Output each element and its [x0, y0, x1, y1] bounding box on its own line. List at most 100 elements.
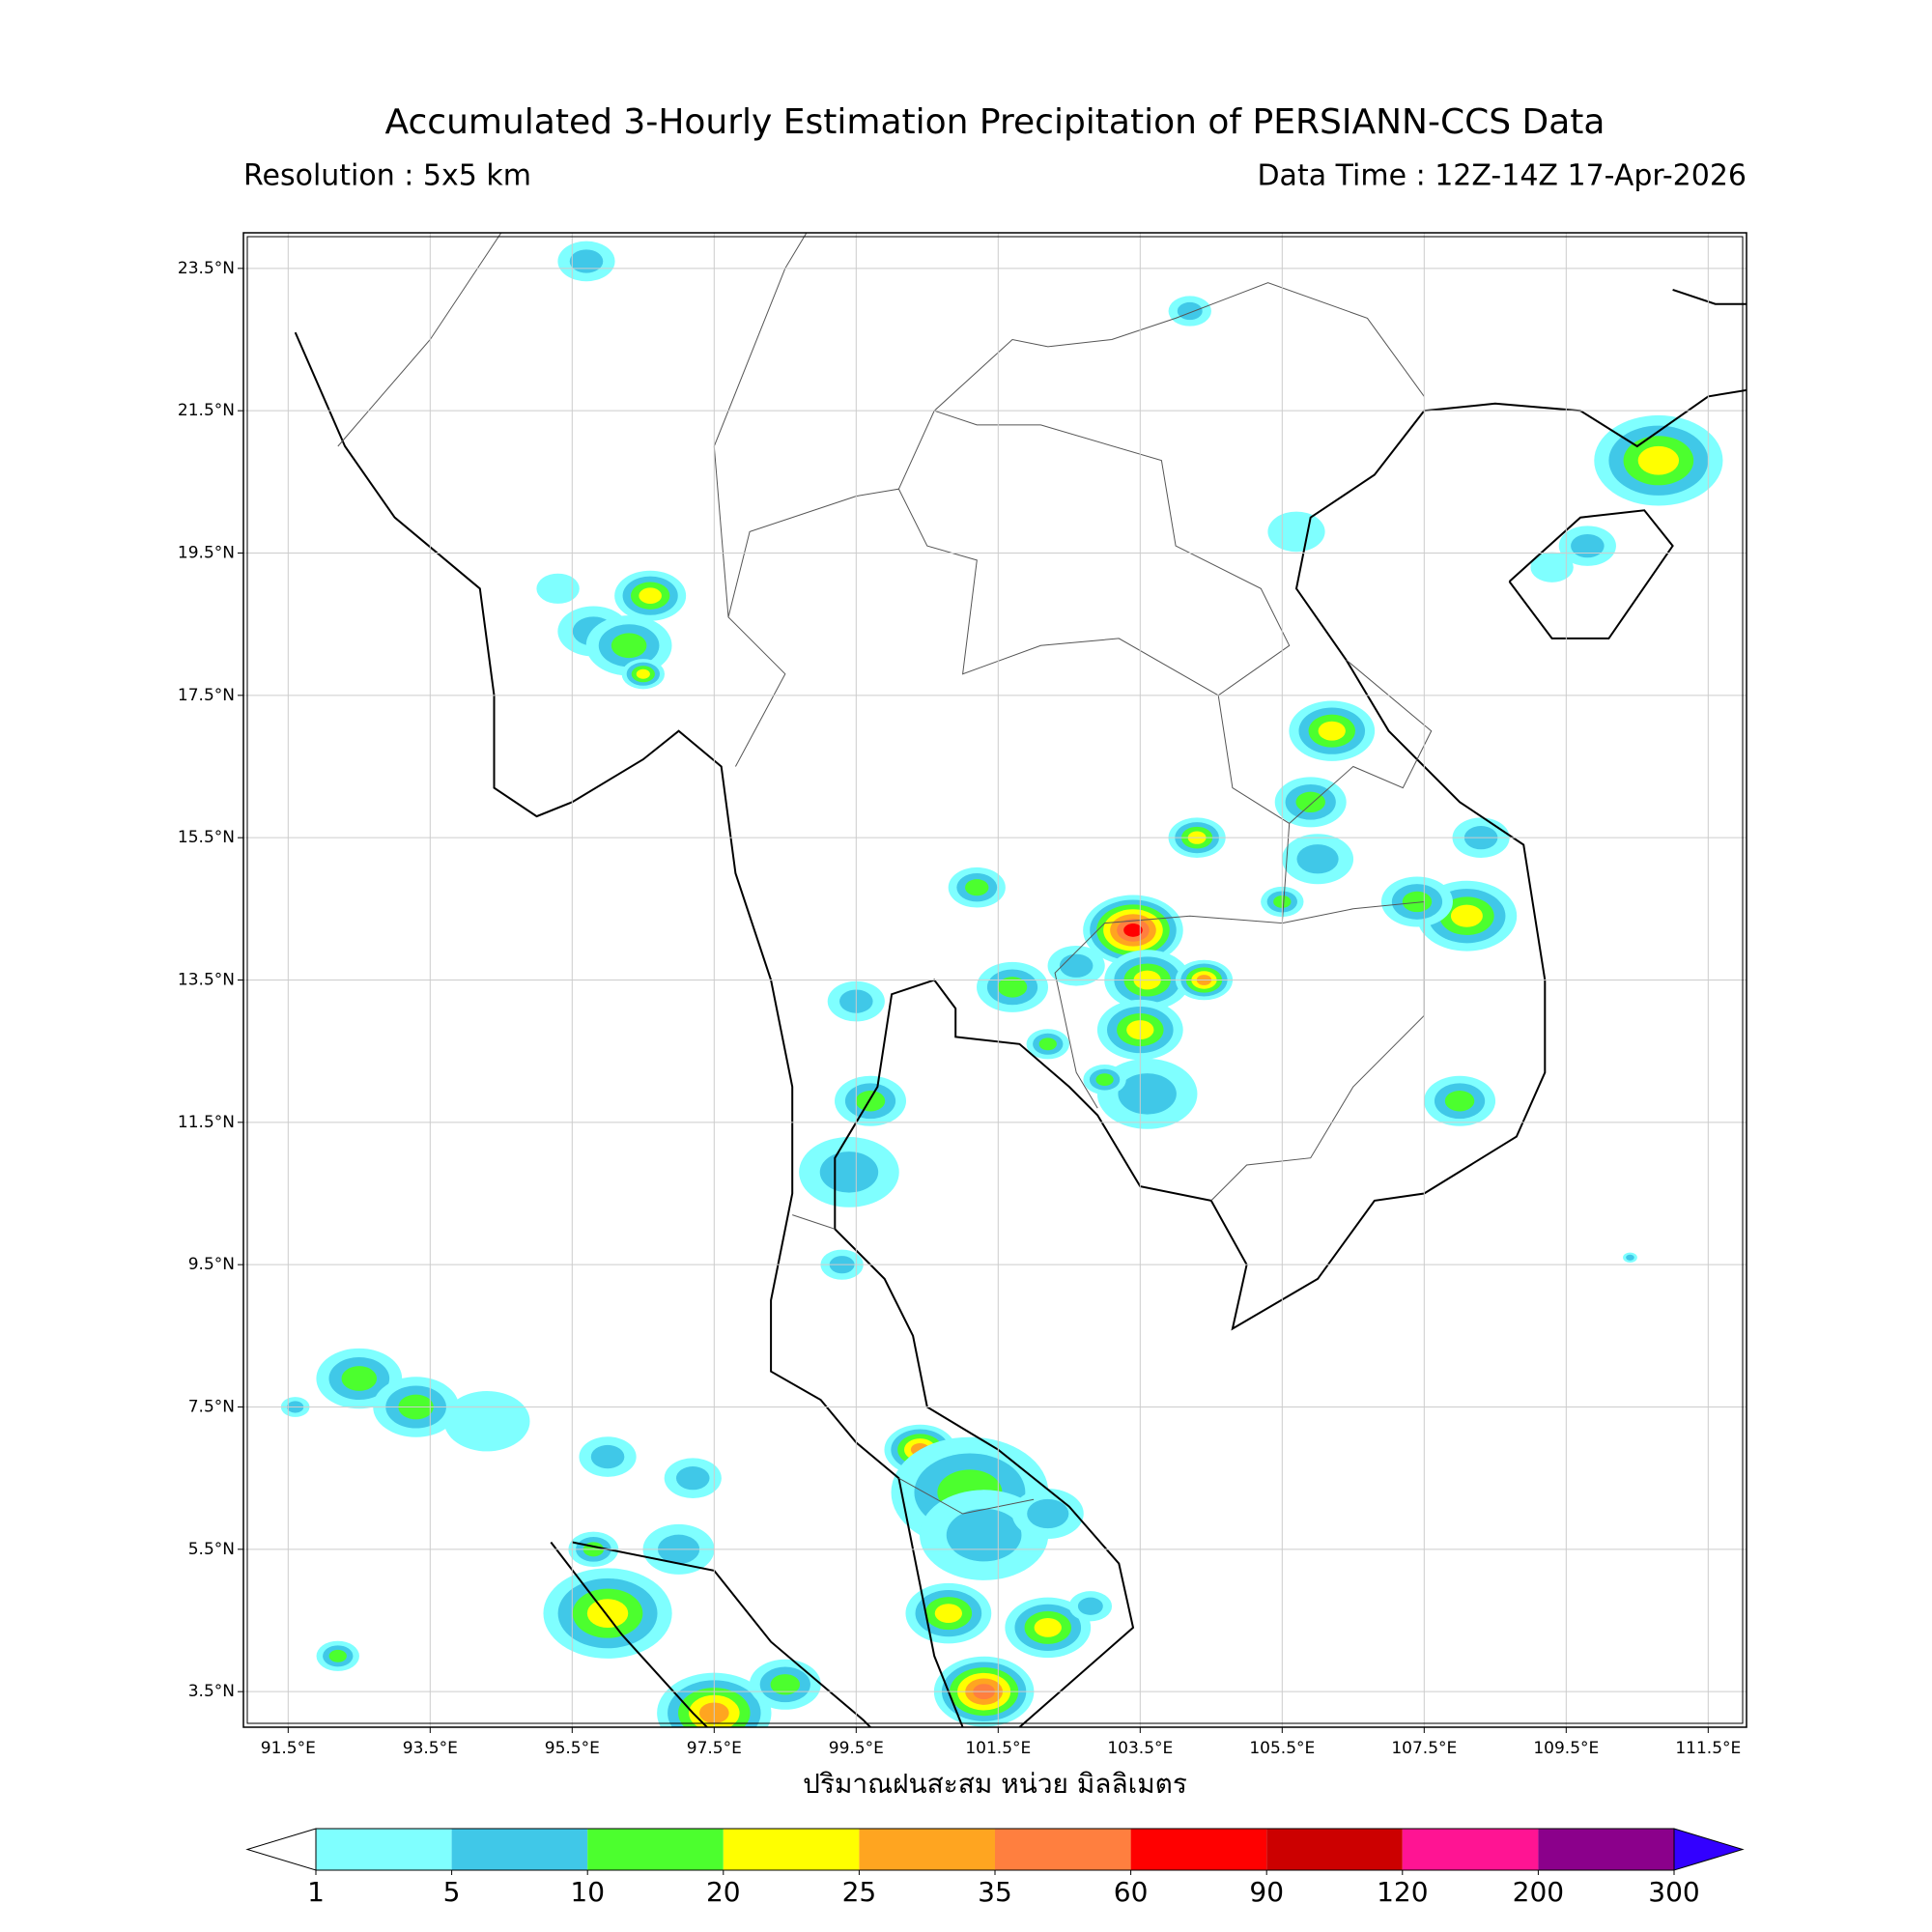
- coastline: [572, 1541, 872, 1727]
- rain-area: [1530, 552, 1574, 582]
- border: [792, 1214, 836, 1230]
- rain-area: [1059, 953, 1094, 978]
- colorbar-over: [1673, 1828, 1745, 1871]
- x-tick-label: 99.5°E: [829, 1739, 884, 1758]
- y-tick-label: 7.5°N: [188, 1398, 235, 1417]
- rain-area: [1637, 445, 1680, 475]
- border: [713, 233, 808, 617]
- rain-area: [1027, 1498, 1069, 1529]
- y-tick-label: 9.5°N: [188, 1255, 235, 1274]
- rain-area: [1402, 891, 1433, 913]
- rain-area: [1177, 301, 1203, 321]
- colorbar-box: [723, 1829, 860, 1870]
- border: [727, 488, 1291, 1109]
- colorbar-label: 1: [307, 1876, 325, 1908]
- rain-area: [1296, 844, 1339, 874]
- border: [898, 1477, 1035, 1515]
- rain-area: [443, 1391, 530, 1452]
- x-tick-label: 93.5°E: [403, 1739, 458, 1758]
- rain-area: [819, 1151, 879, 1193]
- border: [337, 233, 502, 447]
- x-tick-label: 95.5°E: [545, 1739, 600, 1758]
- y-tick-label: 5.5°N: [188, 1540, 235, 1559]
- rain-area: [636, 668, 650, 679]
- colorbar-label: 60: [1114, 1876, 1149, 1908]
- rain-area: [1295, 791, 1325, 813]
- y-tick-label: 11.5°N: [178, 1113, 235, 1132]
- colorbar-label: 300: [1648, 1876, 1699, 1908]
- rain-area: [965, 879, 989, 896]
- colorbar-box: [316, 1829, 452, 1870]
- border: [897, 282, 1425, 490]
- coastline: [1508, 509, 1674, 639]
- rain-area: [569, 249, 604, 273]
- rain-area: [997, 977, 1028, 998]
- colorbar-box: [995, 1829, 1131, 1870]
- border: [1289, 659, 1433, 824]
- x-tick-label: 111.5°E: [1675, 1739, 1741, 1758]
- border: [934, 410, 1291, 696]
- coastline: [1672, 288, 1747, 305]
- y-tick-label: 13.5°N: [178, 971, 235, 990]
- colorbar-box: [1538, 1829, 1674, 1870]
- rain-area: [1123, 923, 1143, 937]
- rain-area: [1038, 1037, 1057, 1051]
- colorbar-box: [1402, 1829, 1539, 1870]
- rain-area: [855, 1091, 886, 1112]
- colorbar-box: [859, 1829, 995, 1870]
- colorbar-box: [451, 1829, 588, 1870]
- rain-area: [639, 587, 662, 604]
- colorbar-label: 25: [842, 1876, 877, 1908]
- rain-area: [1267, 511, 1325, 553]
- colorbar-label: 35: [978, 1876, 1012, 1908]
- border: [1210, 900, 1425, 1202]
- x-tick-label: 109.5°E: [1533, 1739, 1599, 1758]
- rain-area: [1318, 721, 1346, 741]
- coastline: [294, 331, 964, 1727]
- rain-area: [611, 633, 647, 659]
- colorbar-label: 5: [443, 1876, 461, 1908]
- x-tick-label: 91.5°E: [261, 1739, 316, 1758]
- rain-area: [341, 1366, 378, 1391]
- x-tick-label: 103.5°E: [1107, 1739, 1173, 1758]
- map-title: Accumulated 3-Hourly Estimation Precipit…: [385, 102, 1605, 142]
- rain-area: [946, 1508, 1022, 1562]
- map-content: [280, 233, 1747, 1727]
- colorbar-label: 20: [706, 1876, 741, 1908]
- rain-area: [1571, 534, 1605, 558]
- resolution: Resolution : 5x5 km: [243, 159, 531, 193]
- rain-area: [1626, 1254, 1634, 1261]
- x-axis-label: ปริมาณฝนสะสม หน่วย มิลลิเมตร: [803, 1768, 1187, 1800]
- rain-area: [1118, 1073, 1177, 1115]
- colorbar-label: 120: [1377, 1876, 1428, 1908]
- rain-area: [1077, 1597, 1103, 1615]
- x-tick-label: 105.5°E: [1249, 1739, 1315, 1758]
- x-tick-label: 107.5°E: [1391, 1739, 1457, 1758]
- rain-area: [1034, 1617, 1062, 1637]
- colorbar-box: [1130, 1829, 1267, 1870]
- rain-area: [770, 1674, 801, 1695]
- data-time: Data Time : 12Z-14Z 17-Apr-2026: [1257, 159, 1747, 193]
- colorbar-label: 200: [1513, 1876, 1564, 1908]
- rain-area: [328, 1649, 347, 1662]
- y-tick-label: 19.5°N: [178, 544, 235, 563]
- y-tick-label: 21.5°N: [178, 401, 235, 420]
- y-tick-label: 23.5°N: [178, 259, 235, 278]
- colorbar-box: [587, 1829, 724, 1870]
- colorbar-label: 90: [1249, 1876, 1284, 1908]
- rain-area: [1095, 1073, 1114, 1087]
- colorbar-box: [1266, 1829, 1403, 1870]
- colorbar-under: [245, 1828, 317, 1871]
- y-tick-label: 3.5°N: [188, 1682, 235, 1701]
- rain-area: [1444, 1091, 1475, 1112]
- rain-area: [590, 1444, 625, 1469]
- rain-area: [536, 573, 580, 604]
- y-tick-label: 15.5°N: [178, 828, 235, 847]
- map-frame-inner: [246, 236, 1744, 1724]
- colorbar-label: 10: [570, 1876, 605, 1908]
- rain-area: [1450, 904, 1483, 927]
- y-tick-label: 17.5°N: [178, 686, 235, 705]
- x-tick-label: 101.5°E: [965, 1739, 1031, 1758]
- rain-area: [675, 1466, 710, 1491]
